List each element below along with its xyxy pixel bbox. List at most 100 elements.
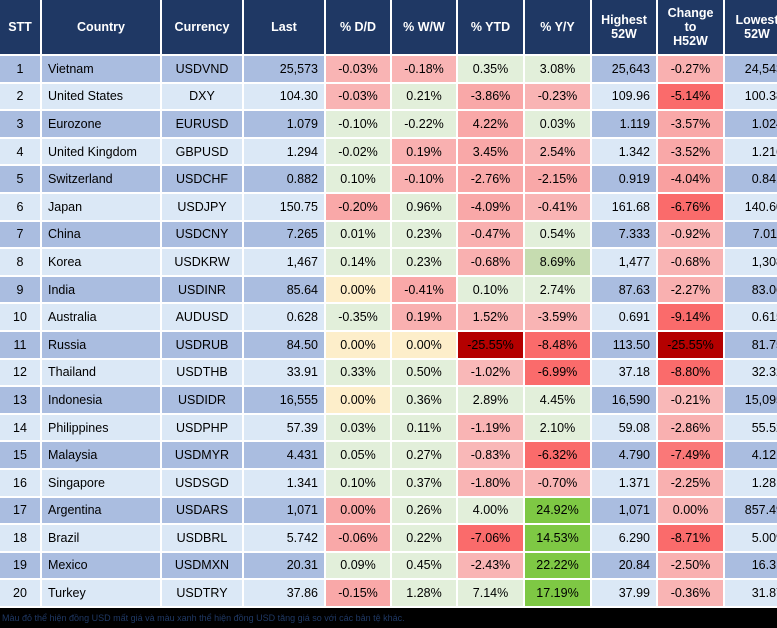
last-price: 0.882	[243, 165, 326, 194]
change-ytd: 0.10%	[457, 275, 525, 305]
country-name: Russia	[41, 330, 162, 360]
table-row[interactable]: 13 Indonesia USDIDR 16,555 0.00% 0.36% 2.89% 4.…	[0, 386, 777, 415]
table-row[interactable]: 18 Brazil USDBRL 5.742 -0.06% 0.22% -7.06% 14.5…	[0, 524, 777, 553]
row-index: 11	[0, 330, 42, 360]
last-price: 1,467	[243, 248, 326, 277]
table-row[interactable]: 10 Australia AUDUSD 0.628 -0.35% 0.19% 1.52% -3…	[0, 303, 777, 332]
highest-52w: 161.68	[591, 192, 658, 222]
change-year: 3.08%	[524, 55, 592, 84]
table-row[interactable]: 16 Singapore USDSGD 1.341 0.10% 0.37% -1.80% -0…	[0, 468, 777, 498]
row-index: 4	[0, 137, 42, 167]
column-header-low52[interactable]: Lowest 52W	[724, 0, 777, 56]
column-header-currency[interactable]: Currency	[161, 0, 244, 56]
country-name: Mexico	[41, 551, 162, 581]
table-row[interactable]: 7 China USDCNY 7.265 0.01% 0.23% -0.47% 0.54% 7.…	[0, 220, 777, 250]
table-row[interactable]: 17 Argentina USDARS 1,071 0.00% 0.26% 4.00% 24.…	[0, 496, 777, 526]
table-row[interactable]: 1 Vietnam USDVND 25,573 -0.03% -0.18% 0.35% 3.0…	[0, 55, 777, 84]
column-header-country[interactable]: Country	[41, 0, 162, 56]
table-row[interactable]: 19 Mexico USDMXN 20.31 0.09% 0.45% -2.43% 22.22…	[0, 551, 777, 581]
change-week: 0.27%	[391, 441, 458, 470]
table-row[interactable]: 2 United States DXY 104.30 -0.03% 0.21% -3.86%…	[0, 82, 777, 112]
table-row[interactable]: 20 Turkey USDTRY 37.86 -0.15% 1.28% 7.14% 17.19…	[0, 579, 777, 608]
table-row[interactable]: 4 United Kingdom GBPUSD 1.294 -0.02% 0.19% 3.4…	[0, 137, 777, 167]
change-year: 24.92%	[524, 496, 592, 526]
change-week: 0.23%	[391, 220, 458, 250]
change-year: 2.54%	[524, 137, 592, 167]
currency-code: USDIDR	[161, 386, 244, 415]
change-ytd: -2.43%	[457, 551, 525, 581]
legend-note: Màu đỏ thể hiện đồng USD mất giá và màu …	[0, 607, 777, 628]
change-ytd: -4.09%	[457, 192, 525, 222]
highest-52w: 25,643	[591, 55, 658, 84]
change-day: 0.00%	[325, 330, 392, 360]
change-to-high-52w: -0.68%	[657, 248, 725, 277]
highest-52w: 1,477	[591, 248, 658, 277]
change-week: -0.22%	[391, 110, 458, 139]
row-index: 20	[0, 579, 42, 608]
row-index: 6	[0, 192, 42, 222]
change-to-high-52w: -5.14%	[657, 82, 725, 112]
table-row[interactable]: 8 Korea USDKRW 1,467 0.14% 0.23% -0.68% 8.69% 1,…	[0, 248, 777, 277]
change-year: -0.23%	[524, 82, 592, 112]
table-row[interactable]: 12 Thailand USDTHB 33.91 0.33% 0.50% -1.02% -6.…	[0, 358, 777, 388]
column-header-stt[interactable]: STT	[0, 0, 42, 56]
country-name: Australia	[41, 303, 162, 332]
table-row[interactable]: 5 Switzerland USDCHF 0.882 0.10% -0.10% -2.76%…	[0, 165, 777, 194]
change-week: -0.10%	[391, 165, 458, 194]
last-price: 7.265	[243, 220, 326, 250]
row-index: 10	[0, 303, 42, 332]
highest-52w: 6.290	[591, 524, 658, 553]
change-week: 1.28%	[391, 579, 458, 608]
country-name: Turkey	[41, 579, 162, 608]
table-row[interactable]: 15 Malaysia USDMYR 4.431 0.05% 0.27% -0.83% -6.…	[0, 441, 777, 470]
column-header-change-to-h52w[interactable]: Change to H52W	[657, 0, 725, 56]
change-ytd: 3.45%	[457, 137, 525, 167]
lowest-52w: 31.87	[724, 579, 777, 608]
row-index: 17	[0, 496, 42, 526]
change-week: 0.11%	[391, 413, 458, 443]
highest-52w: 0.919	[591, 165, 658, 194]
column-header-high52[interactable]: Highest 52W	[591, 0, 658, 56]
change-day: 0.33%	[325, 358, 392, 388]
highest-52w: 113.50	[591, 330, 658, 360]
lowest-52w: 83.06	[724, 275, 777, 305]
highest-52w: 1,071	[591, 496, 658, 526]
change-to-high-52w: -3.52%	[657, 137, 725, 167]
change-year: 4.45%	[524, 386, 592, 415]
last-price: 150.75	[243, 192, 326, 222]
table-row[interactable]: 3 Eurozone EURUSD 1.079 -0.10% -0.22% 4.22% 0.0…	[0, 110, 777, 139]
change-day: 0.00%	[325, 386, 392, 415]
change-ytd: -3.86%	[457, 82, 525, 112]
change-day: 0.10%	[325, 165, 392, 194]
header-line: % YTD	[470, 20, 511, 34]
column-header-last[interactable]: Last	[243, 0, 326, 56]
header-line: Last	[271, 20, 297, 34]
currency-code: USDKRW	[161, 248, 244, 277]
row-index: 2	[0, 82, 42, 112]
table-row[interactable]: 6 Japan USDJPY 150.75 -0.20% 0.96% -4.09% -0.41…	[0, 192, 777, 222]
change-ytd: 4.00%	[457, 496, 525, 526]
column-header-ytd[interactable]: % YTD	[457, 0, 525, 56]
highest-52w: 37.99	[591, 579, 658, 608]
change-week: 0.37%	[391, 468, 458, 498]
header-line: 52W	[744, 27, 770, 41]
column-header-dd[interactable]: % D/D	[325, 0, 392, 56]
change-to-high-52w: -0.27%	[657, 55, 725, 84]
column-header-yy[interactable]: % Y/Y	[524, 0, 592, 56]
lowest-52w: 1.216	[724, 137, 777, 167]
change-to-high-52w: -2.86%	[657, 413, 725, 443]
header-line: Lowest	[735, 13, 777, 27]
country-name: Brazil	[41, 524, 162, 553]
highest-52w: 1.119	[591, 110, 658, 139]
currency-code: DXY	[161, 82, 244, 112]
table-row[interactable]: 11 Russia USDRUB 84.50 0.00% 0.00% -25.55% -8.4…	[0, 330, 777, 360]
table-row[interactable]: 14 Philippines USDPHP 57.39 0.03% 0.11% -1.19%…	[0, 413, 777, 443]
currency-code: USDBRL	[161, 524, 244, 553]
currency-code: USDTHB	[161, 358, 244, 388]
header-line: Country	[77, 20, 125, 34]
column-header-ww[interactable]: % W/W	[391, 0, 458, 56]
currency-code: USDRUB	[161, 330, 244, 360]
change-day: 0.10%	[325, 468, 392, 498]
country-name: Thailand	[41, 358, 162, 388]
table-row[interactable]: 9 India USDINR 85.64 0.00% -0.41% 0.10% 2.74% 87…	[0, 275, 777, 305]
